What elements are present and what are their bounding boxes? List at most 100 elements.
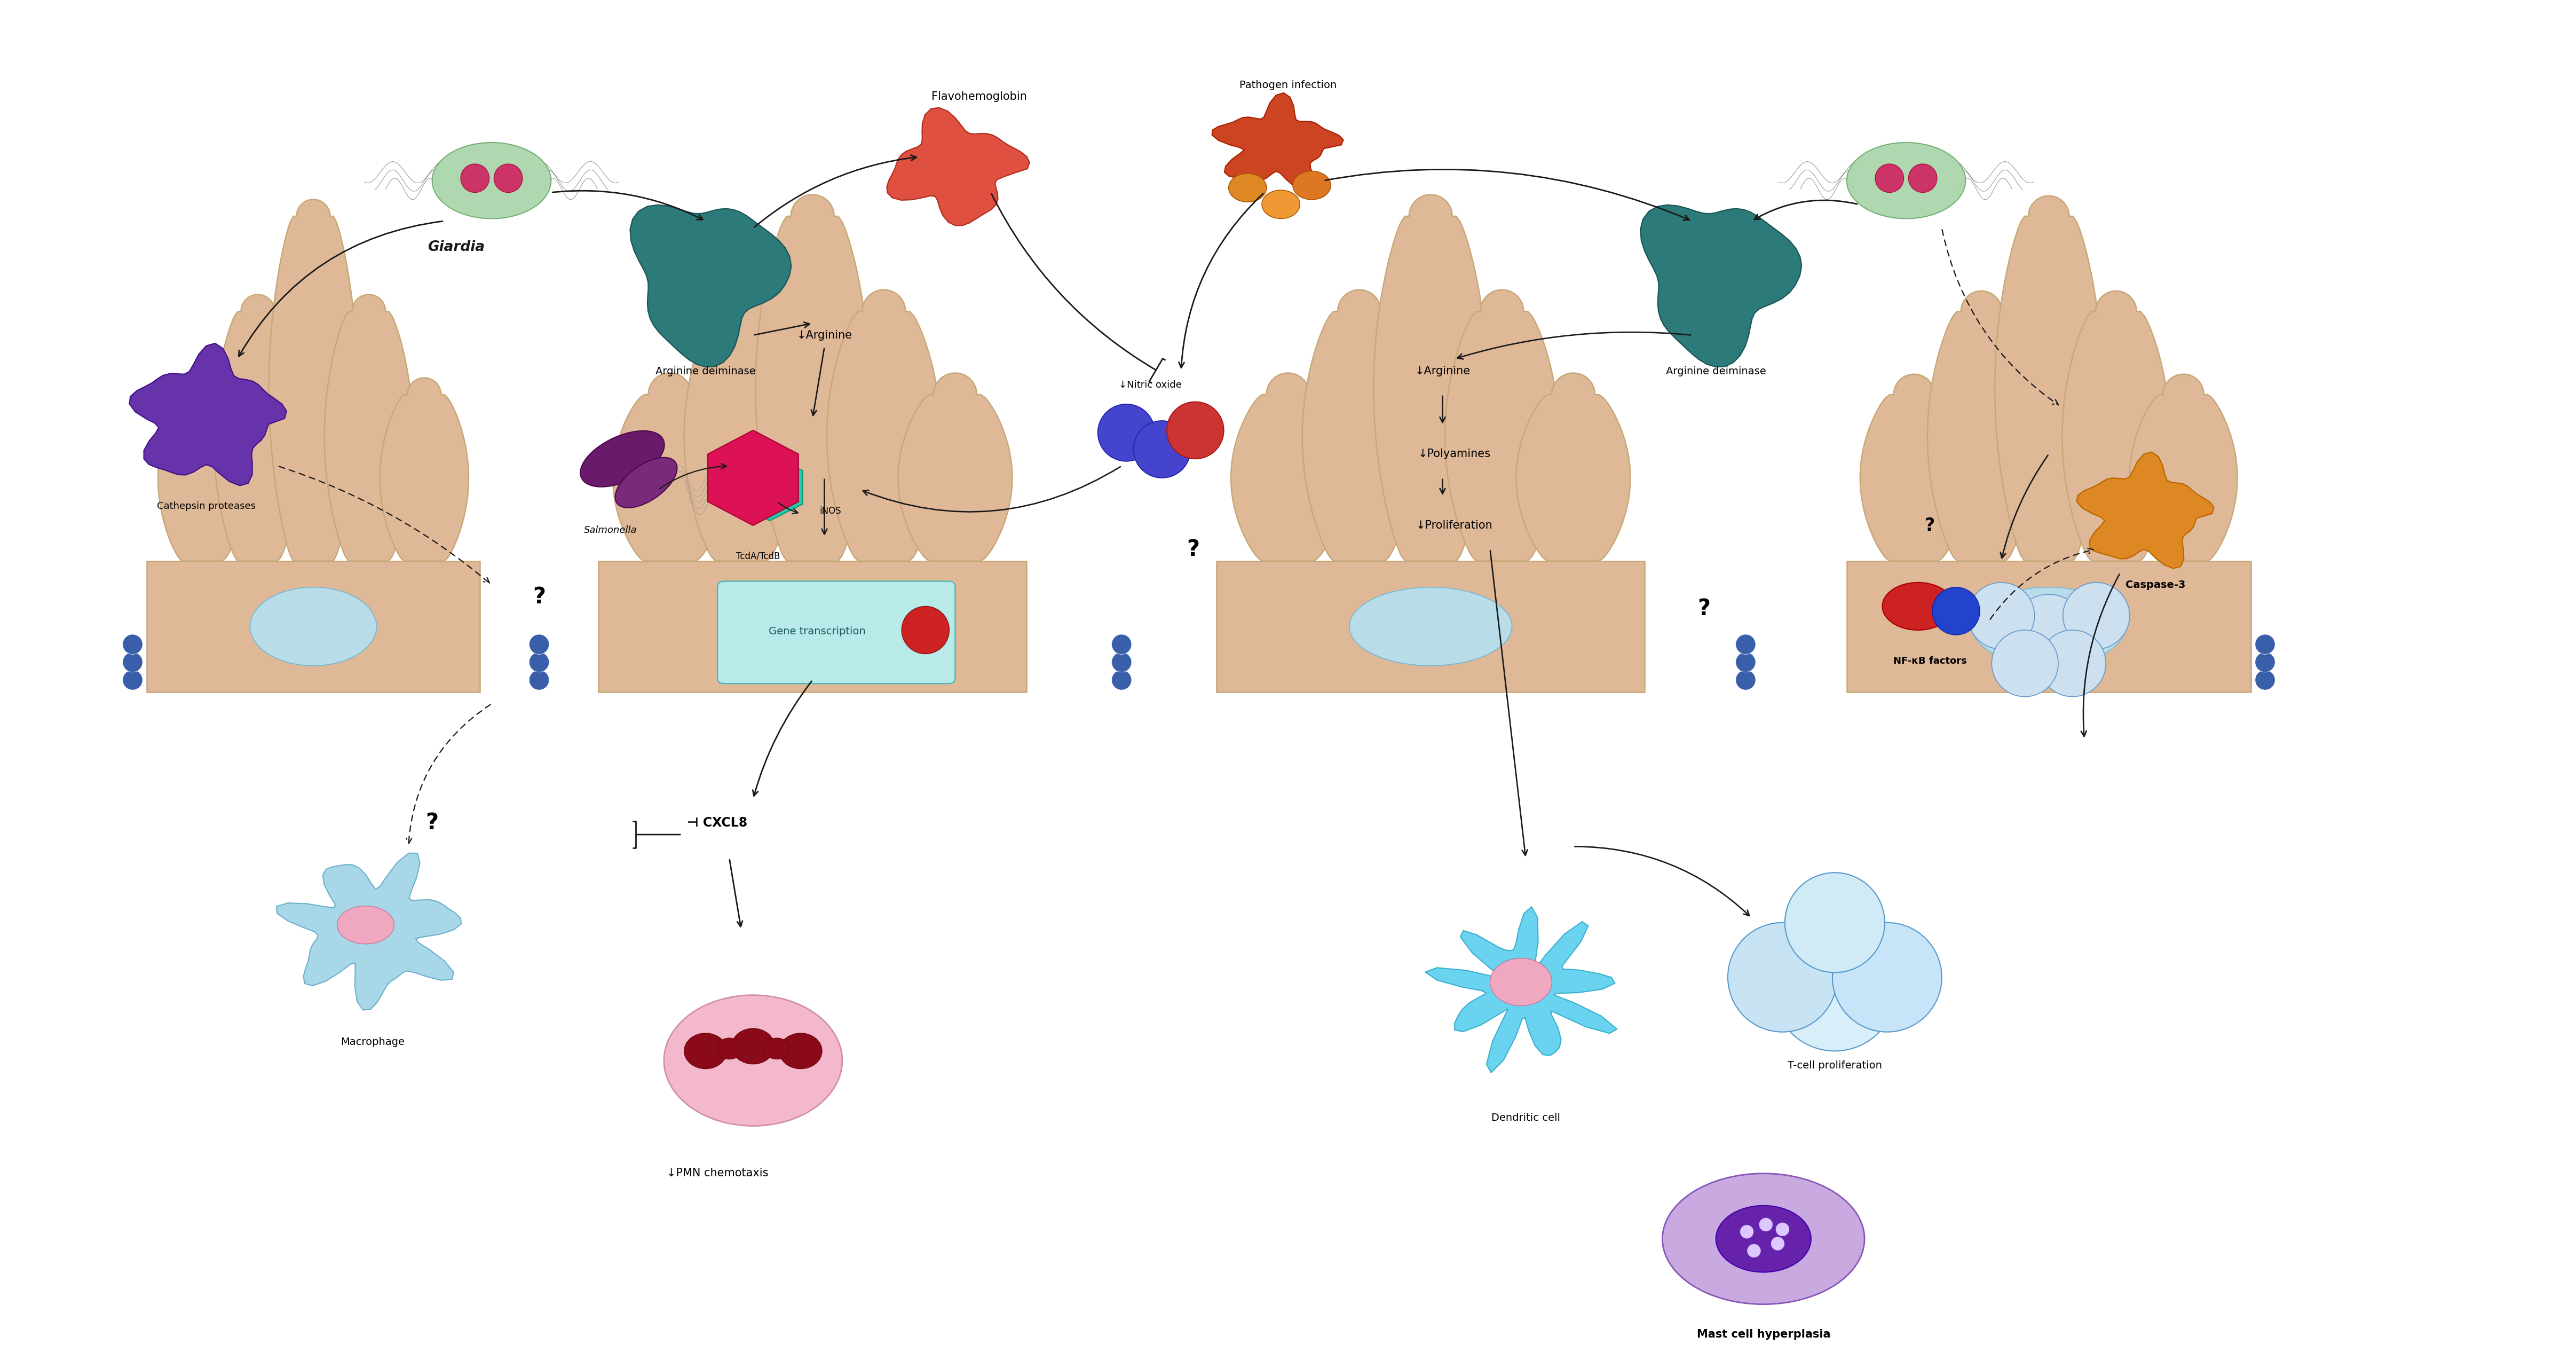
Circle shape — [2254, 634, 2275, 654]
Polygon shape — [1231, 373, 1345, 562]
FancyBboxPatch shape — [719, 581, 956, 684]
Circle shape — [1741, 1225, 1754, 1239]
Ellipse shape — [1262, 190, 1301, 219]
Ellipse shape — [1489, 959, 1551, 1006]
Ellipse shape — [337, 906, 394, 944]
Text: ↓Arginine: ↓Arginine — [1414, 366, 1471, 377]
Polygon shape — [685, 290, 799, 562]
Ellipse shape — [433, 143, 551, 219]
Polygon shape — [1517, 373, 1631, 562]
Ellipse shape — [616, 457, 677, 507]
FancyArrowPatch shape — [1991, 548, 2094, 619]
Circle shape — [1772, 928, 1896, 1051]
Polygon shape — [1994, 196, 2102, 562]
Polygon shape — [268, 200, 358, 562]
Polygon shape — [755, 194, 871, 562]
Text: ⊣ CXCL8: ⊣ CXCL8 — [688, 816, 747, 830]
Ellipse shape — [1662, 1174, 1865, 1304]
Text: ↓Arginine: ↓Arginine — [796, 330, 853, 340]
FancyArrowPatch shape — [2002, 456, 2048, 558]
Ellipse shape — [732, 1028, 775, 1064]
FancyArrowPatch shape — [278, 466, 489, 583]
Text: iNOS: iNOS — [819, 506, 842, 515]
Ellipse shape — [250, 588, 376, 666]
Circle shape — [1991, 630, 2058, 696]
Polygon shape — [708, 430, 799, 525]
Ellipse shape — [716, 1038, 742, 1059]
Circle shape — [902, 607, 948, 654]
Text: ?: ? — [1188, 539, 1200, 560]
Polygon shape — [598, 562, 1025, 692]
Circle shape — [1772, 1238, 1785, 1250]
Circle shape — [1097, 404, 1154, 461]
Polygon shape — [325, 295, 412, 562]
Text: Arginine deiminase: Arginine deiminase — [654, 366, 755, 377]
Ellipse shape — [1350, 588, 1512, 666]
Circle shape — [1736, 634, 1757, 654]
Polygon shape — [1927, 291, 2035, 562]
FancyArrowPatch shape — [1574, 846, 1749, 915]
Text: Dendritic cell: Dendritic cell — [1492, 1112, 1561, 1123]
Circle shape — [2012, 594, 2087, 670]
Polygon shape — [1213, 92, 1342, 192]
Text: ↓Nitric oxide: ↓Nitric oxide — [1118, 381, 1182, 390]
Ellipse shape — [1847, 143, 1965, 219]
Circle shape — [1736, 653, 1757, 672]
Circle shape — [1113, 670, 1131, 690]
Polygon shape — [157, 378, 247, 562]
Circle shape — [1747, 1244, 1759, 1258]
Circle shape — [528, 653, 549, 672]
Ellipse shape — [765, 1038, 791, 1059]
FancyArrowPatch shape — [1180, 193, 1262, 367]
Polygon shape — [1425, 907, 1618, 1073]
Text: Caspase-3: Caspase-3 — [2125, 581, 2184, 590]
Ellipse shape — [580, 431, 665, 487]
FancyArrowPatch shape — [659, 464, 726, 488]
Circle shape — [528, 634, 549, 654]
Text: Giardia: Giardia — [428, 241, 484, 254]
Circle shape — [1113, 634, 1131, 654]
Text: ?: ? — [533, 586, 546, 608]
Polygon shape — [1445, 290, 1558, 562]
Circle shape — [1133, 420, 1190, 477]
Polygon shape — [129, 343, 286, 486]
Circle shape — [1728, 922, 1837, 1032]
Circle shape — [124, 670, 142, 690]
FancyArrowPatch shape — [634, 821, 680, 847]
Circle shape — [2254, 670, 2275, 690]
Circle shape — [2254, 653, 2275, 672]
Polygon shape — [737, 454, 804, 521]
Circle shape — [1909, 165, 1937, 193]
FancyArrowPatch shape — [1754, 200, 1857, 219]
FancyArrowPatch shape — [1440, 396, 1445, 423]
Ellipse shape — [1883, 582, 1953, 630]
Circle shape — [1832, 922, 1942, 1032]
Text: T-cell proliferation: T-cell proliferation — [1788, 1061, 1883, 1070]
Circle shape — [461, 165, 489, 193]
Ellipse shape — [732, 588, 894, 666]
Polygon shape — [2076, 452, 2213, 568]
Text: Gene transcription: Gene transcription — [768, 626, 866, 636]
Circle shape — [2063, 582, 2130, 649]
Polygon shape — [613, 373, 726, 562]
FancyArrowPatch shape — [755, 155, 917, 227]
Text: ?: ? — [1698, 597, 1710, 620]
Ellipse shape — [665, 996, 842, 1126]
Circle shape — [1968, 582, 2035, 649]
Polygon shape — [1847, 562, 2251, 692]
Polygon shape — [2130, 374, 2239, 562]
Text: ↓PMN chemotaxis: ↓PMN chemotaxis — [667, 1167, 768, 1178]
Polygon shape — [147, 562, 479, 692]
Text: Cathepsin proteases: Cathepsin proteases — [157, 502, 255, 511]
Text: TcdA/TcdB: TcdA/TcdB — [737, 552, 781, 562]
FancyArrowPatch shape — [1492, 551, 1528, 855]
FancyArrowPatch shape — [863, 466, 1121, 511]
FancyArrowPatch shape — [1458, 332, 1690, 359]
Circle shape — [495, 165, 523, 193]
Ellipse shape — [685, 1034, 726, 1069]
Ellipse shape — [1293, 171, 1332, 200]
Ellipse shape — [1973, 588, 2125, 666]
Text: Salmonella: Salmonella — [585, 525, 636, 534]
Polygon shape — [276, 853, 461, 1010]
Circle shape — [124, 653, 142, 672]
